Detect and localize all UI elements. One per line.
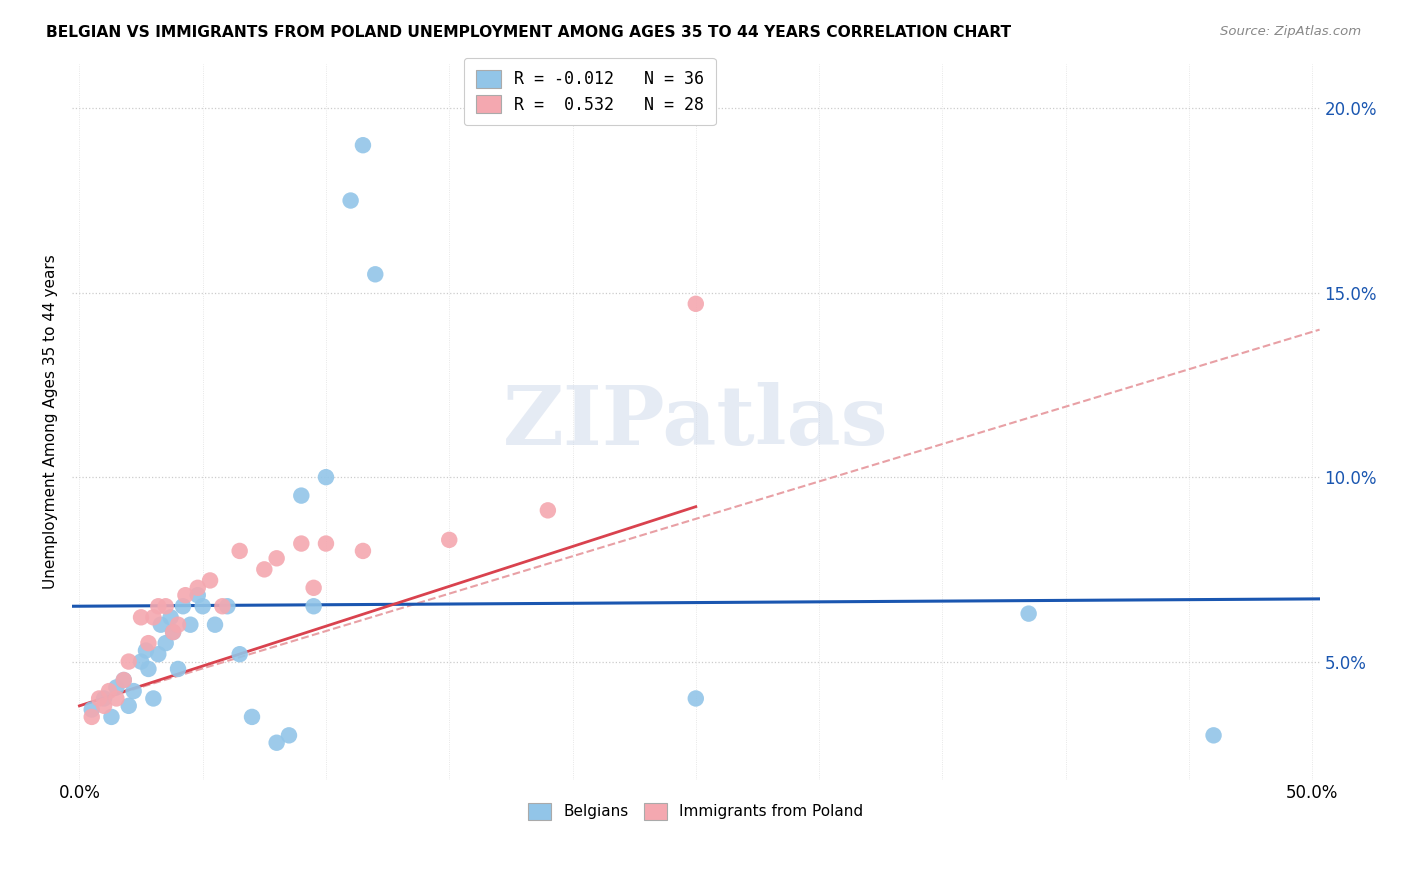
Point xyxy=(253,562,276,576)
Point xyxy=(148,599,170,614)
Point xyxy=(118,655,141,669)
Point xyxy=(315,470,337,484)
Point xyxy=(167,617,190,632)
Point xyxy=(187,581,209,595)
Point xyxy=(129,610,152,624)
Point xyxy=(266,736,288,750)
Point xyxy=(187,588,209,602)
Point xyxy=(112,673,135,687)
Point xyxy=(148,647,170,661)
Point xyxy=(266,551,288,566)
Point xyxy=(1018,607,1040,621)
Point xyxy=(364,268,387,282)
Point xyxy=(191,599,214,614)
Point xyxy=(204,617,226,632)
Point xyxy=(352,138,374,153)
Point xyxy=(162,625,184,640)
Point xyxy=(174,588,197,602)
Point xyxy=(138,662,160,676)
Point xyxy=(89,691,111,706)
Point xyxy=(228,544,250,558)
Point xyxy=(98,684,121,698)
Point xyxy=(129,655,152,669)
Point xyxy=(155,599,177,614)
Point xyxy=(93,698,115,713)
Point xyxy=(105,681,128,695)
Point xyxy=(112,673,135,687)
Point xyxy=(217,599,239,614)
Point xyxy=(135,643,157,657)
Point xyxy=(278,728,301,742)
Point xyxy=(149,617,172,632)
Point xyxy=(138,636,160,650)
Text: BELGIAN VS IMMIGRANTS FROM POLAND UNEMPLOYMENT AMONG AGES 35 TO 44 YEARS CORRELA: BELGIAN VS IMMIGRANTS FROM POLAND UNEMPL… xyxy=(46,25,1011,40)
Point xyxy=(80,702,103,716)
Y-axis label: Unemployment Among Ages 35 to 44 years: Unemployment Among Ages 35 to 44 years xyxy=(44,254,58,590)
Point xyxy=(439,533,461,547)
Point xyxy=(100,710,122,724)
Point xyxy=(167,662,190,676)
Point xyxy=(142,691,165,706)
Point xyxy=(159,610,181,624)
Point xyxy=(155,636,177,650)
Point xyxy=(302,581,325,595)
Point xyxy=(537,503,560,517)
Point xyxy=(93,691,115,706)
Legend: Belgians, Immigrants from Poland: Belgians, Immigrants from Poland xyxy=(522,797,869,826)
Point xyxy=(105,691,128,706)
Point xyxy=(122,684,145,698)
Point xyxy=(162,625,184,640)
Point xyxy=(685,297,707,311)
Point xyxy=(198,574,221,588)
Point xyxy=(228,647,250,661)
Point xyxy=(315,536,337,550)
Point xyxy=(179,617,201,632)
Point xyxy=(302,599,325,614)
Text: Source: ZipAtlas.com: Source: ZipAtlas.com xyxy=(1220,25,1361,38)
Point xyxy=(172,599,194,614)
Point xyxy=(1202,728,1225,742)
Point xyxy=(240,710,263,724)
Point xyxy=(290,536,312,550)
Point xyxy=(685,691,707,706)
Point xyxy=(352,544,374,558)
Point xyxy=(211,599,233,614)
Point xyxy=(118,698,141,713)
Point xyxy=(80,710,103,724)
Point xyxy=(142,610,165,624)
Text: ZIPatlas: ZIPatlas xyxy=(503,382,889,462)
Point xyxy=(290,489,312,503)
Point xyxy=(339,194,361,208)
